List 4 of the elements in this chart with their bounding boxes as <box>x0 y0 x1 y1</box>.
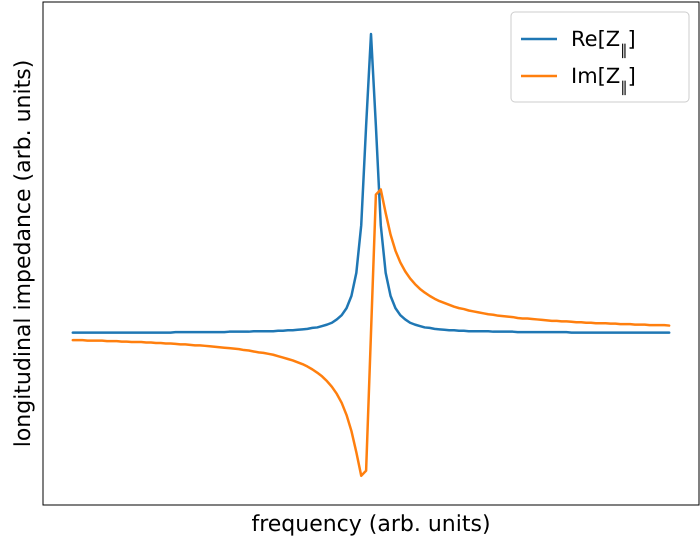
y-axis-title: longitudinal impedance (arb. units) <box>11 60 36 448</box>
legend-label: Im[Z$_{∥}$] <box>571 64 636 96</box>
x-axis-title: frequency (arb. units) <box>251 512 491 537</box>
legend-label: Re[Z$_{∥}$] <box>571 27 636 58</box>
